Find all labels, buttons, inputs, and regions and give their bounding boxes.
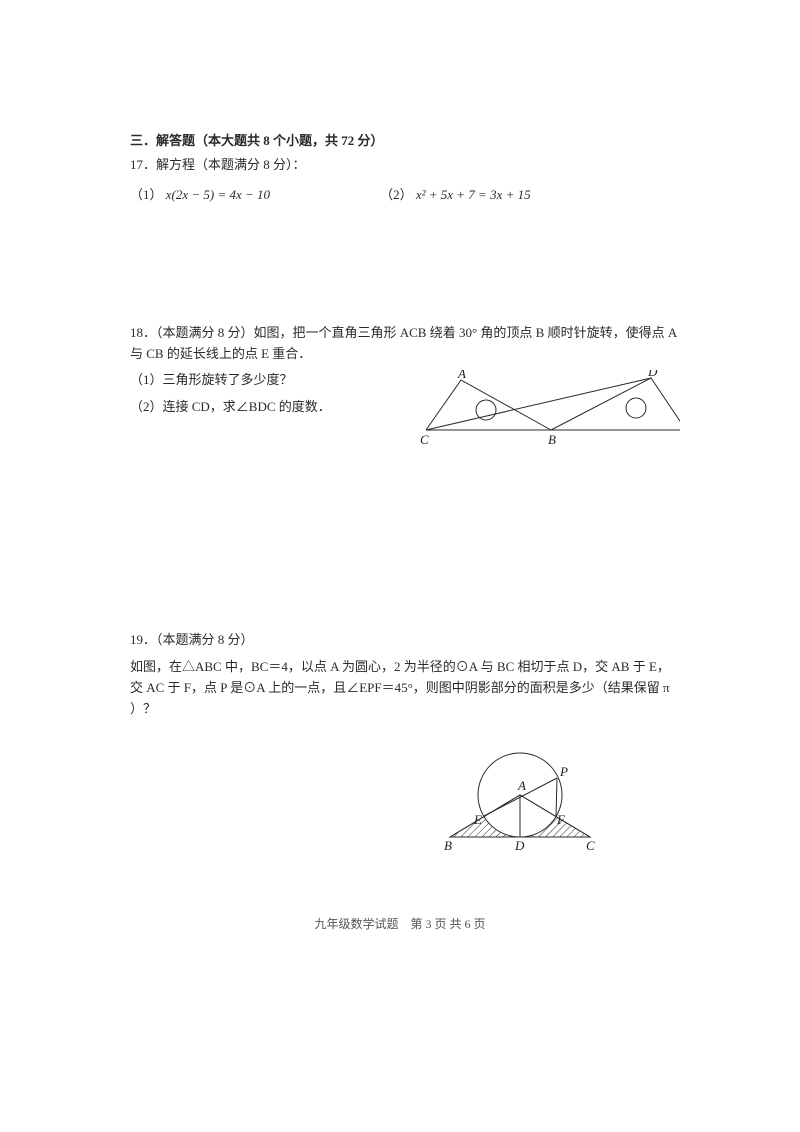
q19-label-P: P [559, 764, 568, 779]
q17-equations: （1） x(2x − 5) = 4x − 10 （2） x² + 5x + 7 … [130, 184, 680, 203]
q17-eq2-expr: x² + 5x + 7 = 3x + 15 [416, 187, 531, 202]
q17-eq1-label: （1） [130, 187, 163, 202]
q19-header: 19．（本题满分 8 分） [130, 630, 680, 651]
page-footer: 九年级数学试题 第 3 页 共 6 页 [0, 915, 800, 932]
q19-label-F: F [556, 812, 566, 827]
q18-label-D: D [647, 370, 658, 379]
q18-figure: A D C B E [416, 370, 680, 450]
q18-header: 18．（本题满分 8 分）如图，把一个直角三角形 ACB 绕着 30° 角的顶点… [130, 323, 680, 365]
q17-eq1-expr: x(2x − 5) = 4x − 10 [166, 187, 270, 202]
q18-label-C: C [420, 432, 429, 447]
q17-eq1: （1） x(2x − 5) = 4x − 10 [130, 184, 270, 203]
q18-sub1: （1）三角形旋转了多少度？ [130, 370, 400, 391]
section-title: 三．解答题（本大题共 8 个小题，共 72 分） [130, 130, 680, 149]
q17-header: 17．解方程（本题满分 8 分）： [130, 155, 680, 176]
q19-label-D: D [514, 838, 525, 853]
q18-block: 18．（本题满分 8 分）如图，把一个直角三角形 ACB 绕着 30° 角的顶点… [130, 323, 680, 451]
q18-sub2: （2）连接 CD，求∠BDC 的度数． [130, 397, 400, 418]
q17-eq2: （2） x² + 5x + 7 = 3x + 15 [380, 184, 531, 203]
q18-label-A: A [457, 370, 466, 381]
q19-body: 如图，在△ABC 中，BC＝4，以点 A 为圆心，2 为半径的⊙A 与 BC 相… [130, 657, 680, 719]
q19-figure: A P E F B D C [430, 740, 610, 870]
q19-label-A: A [517, 778, 526, 793]
q19-label-C: C [586, 838, 595, 853]
q17-eq2-label: （2） [380, 187, 413, 202]
q19-label-B: B [444, 838, 452, 853]
q18-label-B: B [548, 432, 556, 447]
q19-label-E: E [473, 812, 482, 827]
q19-block: 19．（本题满分 8 分） 如图，在△ABC 中，BC＝4，以点 A 为圆心，2… [130, 630, 680, 873]
